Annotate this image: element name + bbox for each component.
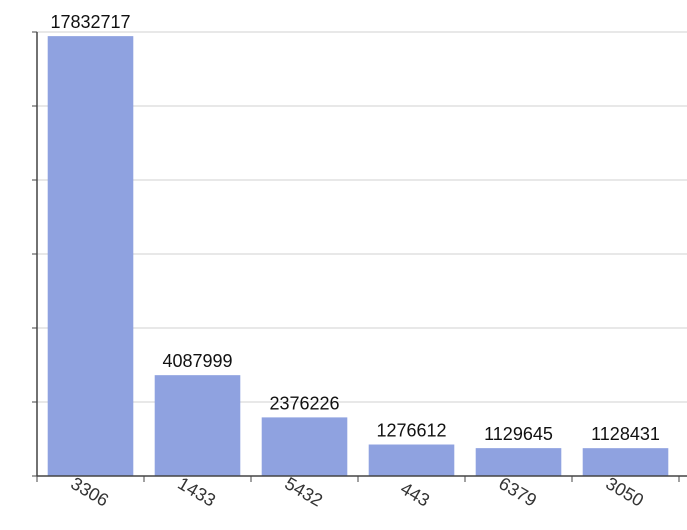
x-tick-label: 3306 [67,473,112,510]
data-label: 2376226 [269,393,339,413]
x-tick-label: 5432 [281,473,326,510]
x-tick-label: 1433 [174,473,219,510]
bar [368,444,455,476]
data-label: 17832717 [50,12,130,32]
bar [261,417,348,476]
x-tick-label: 6379 [495,473,540,510]
data-label: 1129645 [484,424,553,444]
data-label: 1276612 [376,421,446,441]
bar [154,375,241,476]
bar [475,448,562,476]
x-tick-label: 3050 [602,473,647,510]
bar [582,448,669,476]
bar [47,36,134,476]
data-label: 1128431 [591,424,660,444]
data-label: 4087999 [162,351,232,371]
x-tick-label: 443 [397,478,433,510]
